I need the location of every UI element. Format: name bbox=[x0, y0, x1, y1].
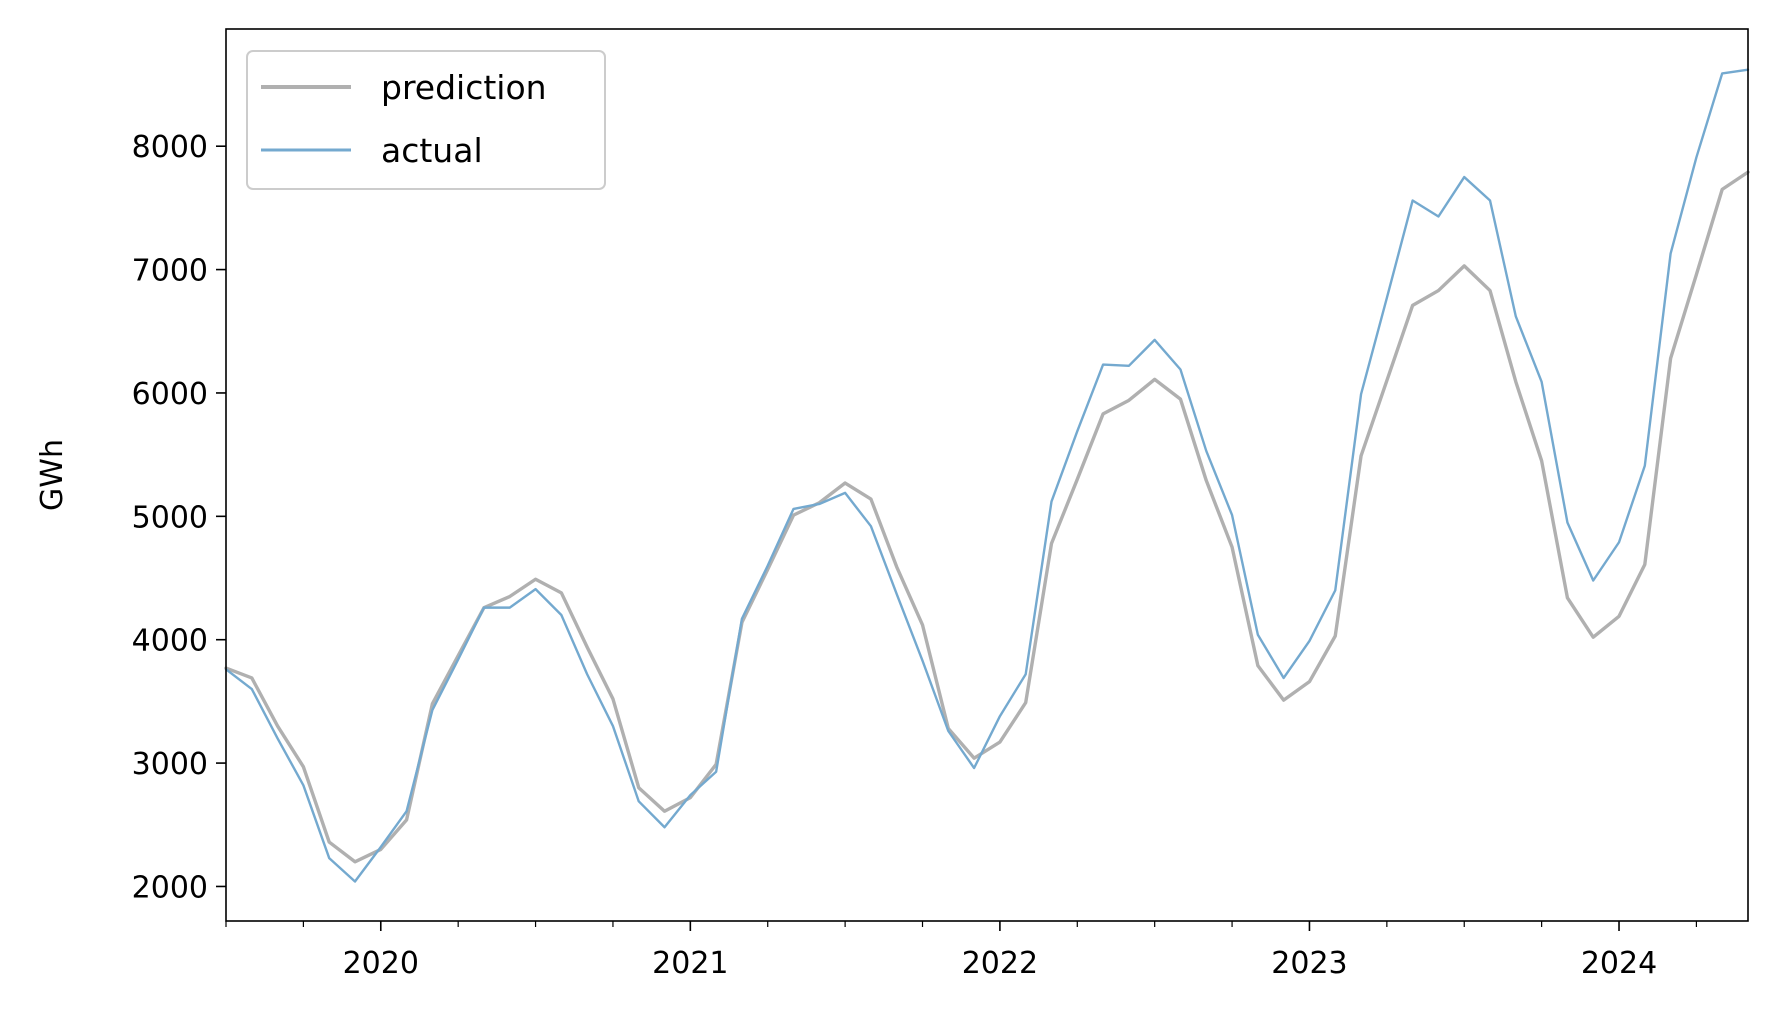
y-tick-label: 4000 bbox=[132, 624, 208, 659]
y-tick-label: 2000 bbox=[132, 870, 208, 905]
legend-label-actual: actual bbox=[381, 131, 483, 170]
plot-frame bbox=[225, 28, 1749, 922]
series-line-actual bbox=[224, 68, 1750, 883]
y-axis-ticks: 2000 3000 4000 5000 6000 7000 8000 bbox=[132, 130, 226, 905]
legend: prediction actual bbox=[246, 50, 606, 190]
x-tick-label: 2023 bbox=[1271, 946, 1347, 981]
y-axis-label: GWh bbox=[35, 439, 70, 511]
x-tick-label: 2024 bbox=[1581, 946, 1657, 981]
y-tick-label: 7000 bbox=[132, 254, 208, 289]
legend-label-prediction: prediction bbox=[381, 68, 547, 107]
x-tick-label: 2021 bbox=[652, 946, 728, 981]
y-tick-label: 8000 bbox=[132, 130, 208, 165]
x-axis-ticks: 2020 2021 2022 2023 2024 bbox=[225, 921, 1698, 981]
x-tick-label: 2022 bbox=[962, 946, 1038, 981]
y-tick-label: 3000 bbox=[132, 747, 208, 782]
x-tick-label: 2020 bbox=[343, 946, 419, 981]
y-tick-label: 5000 bbox=[132, 500, 208, 535]
series-lines bbox=[224, 68, 1750, 883]
y-tick-label: 6000 bbox=[132, 377, 208, 412]
